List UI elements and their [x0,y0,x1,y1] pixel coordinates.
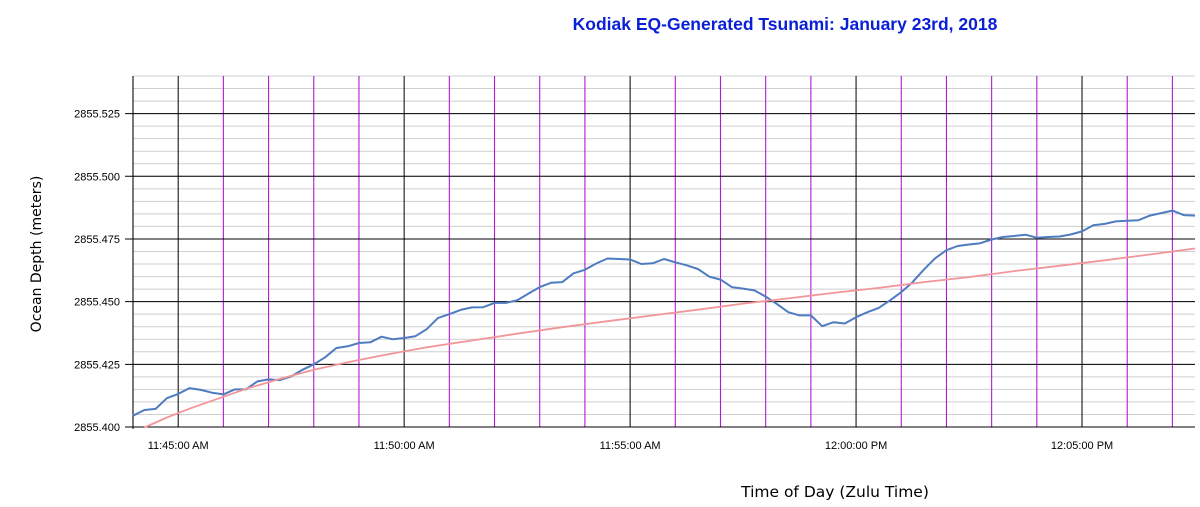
x-tick-label: 11:50:00 AM [374,440,435,452]
axes [125,76,1195,429]
x-tick-labels: 11:45:00 AM 11:50:00 AM 11:55:00 AM 12:00:0… [148,440,1113,452]
y-tick-label: 2855.525 [74,109,120,121]
y-tick-labels: 2855.400 2855.425 2855.450 2855.475 2855.500… [74,109,120,434]
x-tick-label: 12:05:00 PM [1051,440,1113,452]
y-tick-label: 2855.450 [74,297,120,309]
series-line-observed [132,209,1196,417]
y-tick-label: 2855.475 [74,234,120,246]
chart-title: Kodiak EQ-Generated Tsunami: January 23r… [572,14,998,34]
x-tick-label: 12:00:00 PM [825,440,887,452]
vertical-gridlines [132,76,1173,427]
series-line-trend [143,247,1196,429]
y-tick-label: 2855.400 [74,422,120,434]
series-group [132,209,1196,429]
y-tick-label: 2855.500 [74,171,120,183]
x-axis-label: Time of Day (Zulu Time) [741,483,929,501]
x-tick-label: 11:45:00 AM [148,440,209,452]
y-tick-label: 2855.425 [74,359,120,371]
minor-horizontal-gridlines [133,75,1195,428]
x-tick-label: 11:55:00 AM [600,440,661,452]
horizontal-gridlines [125,113,1195,365]
